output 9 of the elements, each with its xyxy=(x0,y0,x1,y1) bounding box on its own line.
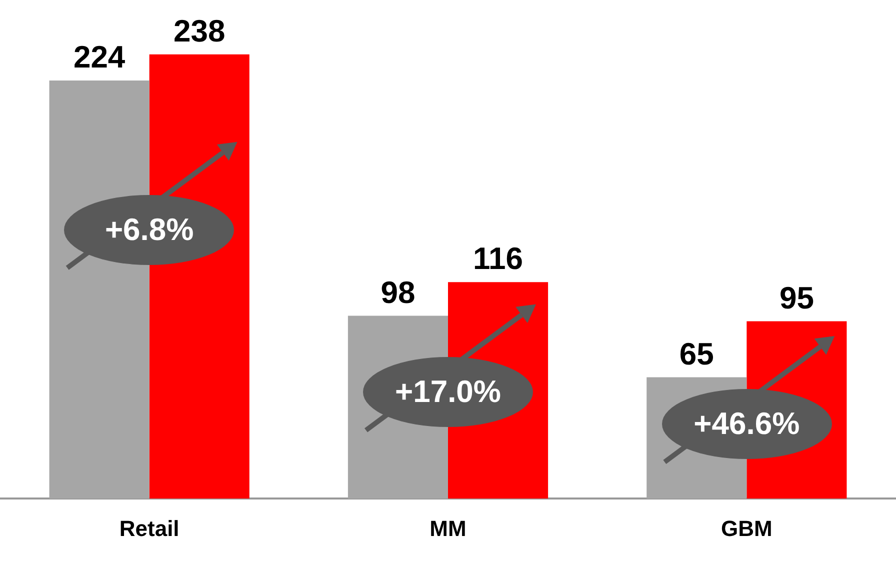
data-label: 116 xyxy=(473,241,524,276)
data-label: 65 xyxy=(679,336,714,372)
data-label: 224 xyxy=(73,40,126,75)
data-label: 95 xyxy=(779,280,814,316)
x-tick-label: Retail xyxy=(119,516,180,541)
data-label: 238 xyxy=(173,13,226,48)
x-tick-label: MM xyxy=(430,516,466,541)
x-tick-label: GBM xyxy=(721,516,772,541)
data-label: 98 xyxy=(380,274,416,310)
